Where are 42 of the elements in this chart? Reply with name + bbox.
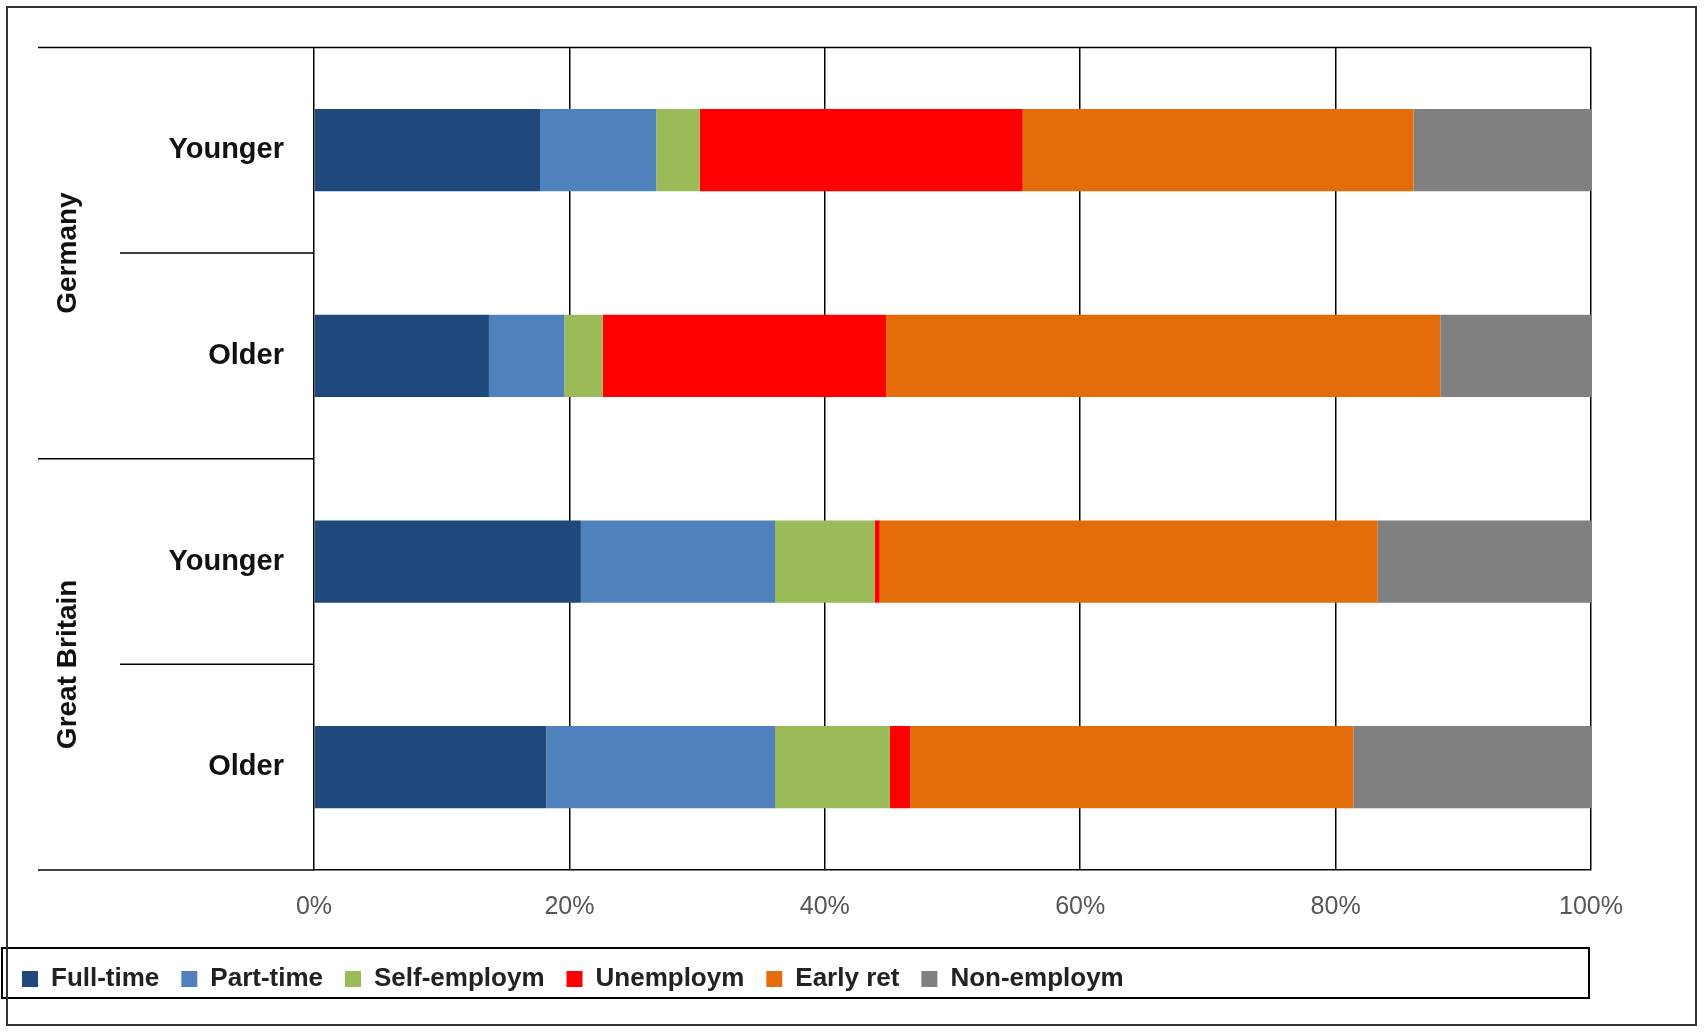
bar [699,109,1023,192]
bar [602,314,887,398]
bar [314,109,541,192]
text: Germany [50,191,82,314]
bar [775,520,875,603]
bar [1022,109,1414,192]
y-tick-label: Older [208,749,284,782]
legend-label: Self-employm [374,962,545,993]
bar [656,109,700,192]
bar [874,520,880,603]
bar [314,726,547,809]
y-tick-label: Older [208,337,284,370]
x-tick-label: 100% [1559,890,1623,919]
bar [775,726,890,809]
bar [314,520,581,603]
bar [1353,726,1591,809]
x-tick-label: 20% [544,890,595,919]
bar [1440,314,1591,398]
bar [879,520,1378,603]
x-tick-label: 80% [1310,890,1361,919]
x-tick-label: 0% [295,890,333,919]
bar [546,726,775,809]
legend-label: Full-time [51,962,160,993]
bar [1413,109,1591,192]
bar [314,314,489,398]
x-tick-label: 40% [799,890,850,919]
legend-label: Non-employm [950,962,1124,993]
y-tick-label: Younger [168,543,284,576]
bar [564,314,603,398]
x-tick-label: 60% [1055,890,1106,919]
legend-label: Unemploym [595,962,745,993]
bar [889,726,911,809]
legend-label: Early ret [795,962,900,993]
text: Great Britain [50,579,82,750]
bar [910,726,1354,809]
bar [886,314,1441,398]
legend-label: Part-time [210,962,324,993]
bar [580,520,775,603]
bar [1377,520,1591,603]
bar [488,314,565,398]
bar [540,109,657,192]
y-tick-label: Younger [168,132,284,165]
